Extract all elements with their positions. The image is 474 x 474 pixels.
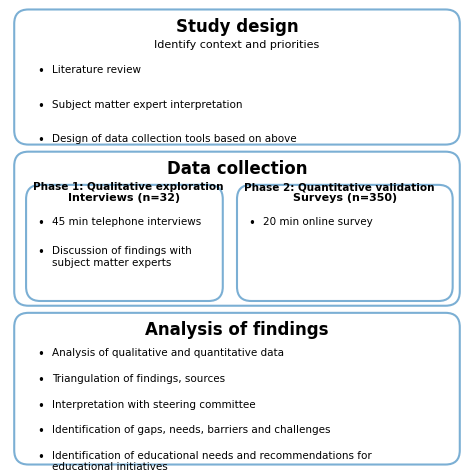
Text: Phase 2: Quantitative validation: Phase 2: Quantitative validation [244, 182, 435, 192]
Text: Discussion of findings with
subject matter experts: Discussion of findings with subject matt… [52, 246, 192, 268]
Text: •: • [37, 217, 44, 230]
FancyBboxPatch shape [237, 185, 453, 301]
FancyBboxPatch shape [14, 313, 460, 465]
Text: •: • [248, 217, 255, 230]
Text: Analysis of findings: Analysis of findings [145, 321, 329, 339]
Text: •: • [37, 134, 44, 146]
Text: •: • [37, 400, 44, 412]
Text: •: • [37, 100, 44, 112]
Text: Study design: Study design [176, 18, 298, 36]
Text: •: • [37, 65, 44, 78]
Text: Identify context and priorities: Identify context and priorities [155, 40, 319, 50]
Text: •: • [37, 451, 44, 464]
Text: Surveys (n=350): Surveys (n=350) [293, 193, 397, 203]
FancyBboxPatch shape [14, 9, 460, 145]
Text: Triangulation of findings, sources: Triangulation of findings, sources [52, 374, 225, 384]
Text: Literature review: Literature review [52, 65, 141, 75]
Text: Interviews (n=32): Interviews (n=32) [68, 193, 181, 203]
Text: Design of data collection tools based on above: Design of data collection tools based on… [52, 134, 297, 144]
FancyBboxPatch shape [26, 185, 223, 301]
Text: •: • [37, 348, 44, 361]
Text: 20 min online survey: 20 min online survey [263, 217, 373, 227]
Text: Subject matter expert interpretation: Subject matter expert interpretation [52, 100, 243, 109]
Text: Identification of gaps, needs, barriers and challenges: Identification of gaps, needs, barriers … [52, 425, 331, 435]
Text: Data collection: Data collection [167, 160, 307, 178]
Text: Identification of educational needs and recommendations for
educational initiati: Identification of educational needs and … [52, 451, 372, 473]
Text: Analysis of qualitative and quantitative data: Analysis of qualitative and quantitative… [52, 348, 284, 358]
Text: Interpretation with steering committee: Interpretation with steering committee [52, 400, 256, 410]
Text: •: • [37, 374, 44, 387]
FancyBboxPatch shape [14, 152, 460, 306]
Text: •: • [37, 246, 44, 259]
Text: 45 min telephone interviews: 45 min telephone interviews [52, 217, 201, 227]
Text: Phase 1: Qualitative exploration: Phase 1: Qualitative exploration [33, 182, 224, 192]
Text: •: • [37, 425, 44, 438]
